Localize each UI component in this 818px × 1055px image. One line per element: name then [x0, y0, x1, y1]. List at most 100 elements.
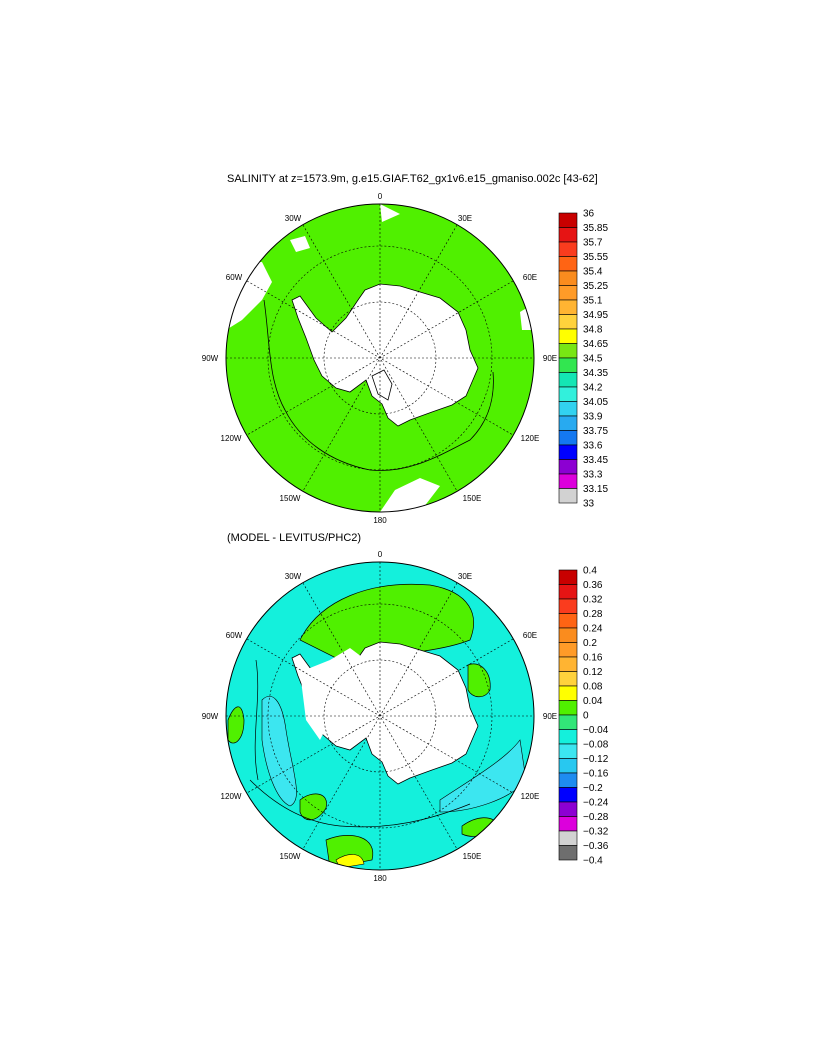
- colorbar-tick-label: −0.36: [583, 841, 609, 852]
- negative-anomaly-region: [261, 695, 297, 807]
- colorbar-tick-label: −0.28: [583, 812, 609, 823]
- colorbar-tick-label: 33.9: [583, 412, 603, 423]
- longitude-labels: 0 30E 60E 90E 120E 150E 180 150W 120W 90…: [202, 550, 557, 883]
- polar-map: [226, 562, 534, 870]
- colorbar-tick-label: 0.36: [583, 580, 603, 591]
- colorbar-swatch: [558, 671, 578, 687]
- missing-data-patch: [380, 478, 440, 512]
- lon-label: 60E: [523, 273, 537, 282]
- lon-label: 30E: [458, 214, 472, 223]
- antarctica: [291, 283, 479, 427]
- colorbar-swatch: [558, 372, 578, 388]
- colorbar-tick-label: −0.2: [583, 783, 603, 794]
- graticule: [226, 204, 534, 512]
- lon-label: 90E: [543, 712, 557, 721]
- colorbar-swatch: [558, 459, 578, 475]
- colorbar-tick-label: 35.4: [583, 267, 603, 278]
- colorbar-tick-label: 34.5: [583, 354, 603, 365]
- colorbar-swatch: [558, 700, 578, 716]
- map-boundary: [225, 561, 535, 871]
- colorbar-tick-label: 33.3: [583, 470, 603, 481]
- colorbar-swatch: [558, 256, 578, 272]
- colorbar-swatch: [558, 444, 578, 460]
- antarctica: [291, 641, 479, 785]
- colorbar-tick-label: 0.16: [583, 653, 603, 664]
- colorbar: 36 35.85 35.7 35.55 35.4 35.25 35.1 34.95 34.8 34…: [558, 209, 608, 510]
- colorbar-swatch: [558, 270, 578, 286]
- colorbar-swatch: [558, 343, 578, 359]
- anomaly-contour: [254, 659, 259, 781]
- colorbar-swatch: [558, 299, 578, 315]
- colorbar-tick-label: 33.45: [583, 455, 608, 466]
- missing-data-patch: [380, 204, 400, 222]
- anomaly-contour: [249, 779, 471, 828]
- colorbar-tick-label: 0.08: [583, 682, 603, 693]
- colorbar-swatch: [558, 656, 578, 672]
- colorbar-swatch: [558, 801, 578, 817]
- lon-label: 120W: [221, 434, 242, 443]
- panel-title: (MODEL - LEVITUS/PHC2): [227, 532, 361, 544]
- colorbar-swatch: [558, 227, 578, 243]
- colorbar-tick-label: −0.4: [583, 856, 603, 867]
- lon-label: 30E: [458, 572, 472, 581]
- colorbar-tick-label: 0.12: [583, 667, 603, 678]
- lon-label: 90W: [202, 354, 219, 363]
- colorbar-swatch: [558, 758, 578, 774]
- colorbar-tick-label: 33: [583, 499, 595, 510]
- colorbar-swatch: [558, 241, 578, 257]
- colorbar-swatch: [558, 285, 578, 301]
- colorbar-tick-label: 35.55: [583, 252, 608, 263]
- missing-data-patch: [290, 236, 310, 252]
- graticule: [226, 562, 534, 870]
- map-boundary: [225, 203, 535, 513]
- colorbar-swatch: [558, 430, 578, 446]
- colorbar-swatch: [558, 729, 578, 745]
- lon-label: 0: [378, 550, 383, 559]
- lon-label: 120E: [521, 434, 540, 443]
- colorbar-swatch: [558, 357, 578, 373]
- missing-data-patch: [300, 648, 366, 740]
- colorbar-swatch: [558, 685, 578, 701]
- lon-label: 30W: [285, 572, 302, 581]
- colorbar-swatch: [558, 488, 578, 504]
- lon-label: 30W: [285, 214, 302, 223]
- colorbar-swatch: [558, 830, 578, 846]
- colorbar-tick-label: 0: [583, 711, 589, 722]
- colorbar-swatch: [558, 598, 578, 614]
- colorbar-tick-label: 34.95: [583, 310, 608, 321]
- colorbar-tick-label: −0.32: [583, 827, 609, 838]
- colorbar-swatch: [558, 473, 578, 489]
- negative-anomaly-region: [439, 739, 527, 813]
- lon-label: 60E: [523, 631, 537, 640]
- lon-label: 180: [373, 874, 387, 883]
- colorbar-tick-label: 34.2: [583, 383, 603, 394]
- colorbar-tick-label: 34.35: [583, 368, 608, 379]
- colorbar-swatch: [558, 642, 578, 658]
- colorbar-tick-label: 0.32: [583, 595, 603, 606]
- lon-label: 150W: [280, 852, 301, 861]
- lon-label: 90W: [202, 712, 219, 721]
- colorbar-swatch: [558, 627, 578, 643]
- colorbar-swatch: [558, 816, 578, 832]
- colorbar-tick-label: 35.85: [583, 223, 608, 234]
- lon-label: 150E: [463, 494, 482, 503]
- lon-label: 90E: [543, 354, 557, 363]
- lon-label: 150E: [463, 852, 482, 861]
- salinity-contour: [263, 299, 494, 471]
- colorbar-tick-label: 35.7: [583, 238, 603, 249]
- colorbar-swatch: [558, 415, 578, 431]
- colorbar-swatch: [558, 386, 578, 402]
- colorbar-tick-label: 35.1: [583, 296, 603, 307]
- colorbar-swatch: [558, 772, 578, 788]
- lon-label: 150W: [280, 494, 301, 503]
- colorbar-swatch: [558, 212, 578, 228]
- colorbar-tick-label: −0.04: [583, 725, 609, 736]
- panel-difference: (MODEL - LEVITUS/PHC2): [202, 532, 609, 883]
- colorbar-tick-label: −0.24: [583, 798, 609, 809]
- colorbar-tick-label: 34.8: [583, 325, 603, 336]
- lon-label: 60W: [226, 631, 243, 640]
- positive-anomaly-region: [467, 663, 491, 698]
- colorbar-swatch: [558, 743, 578, 759]
- colorbar-tick-label: 33.15: [583, 484, 608, 495]
